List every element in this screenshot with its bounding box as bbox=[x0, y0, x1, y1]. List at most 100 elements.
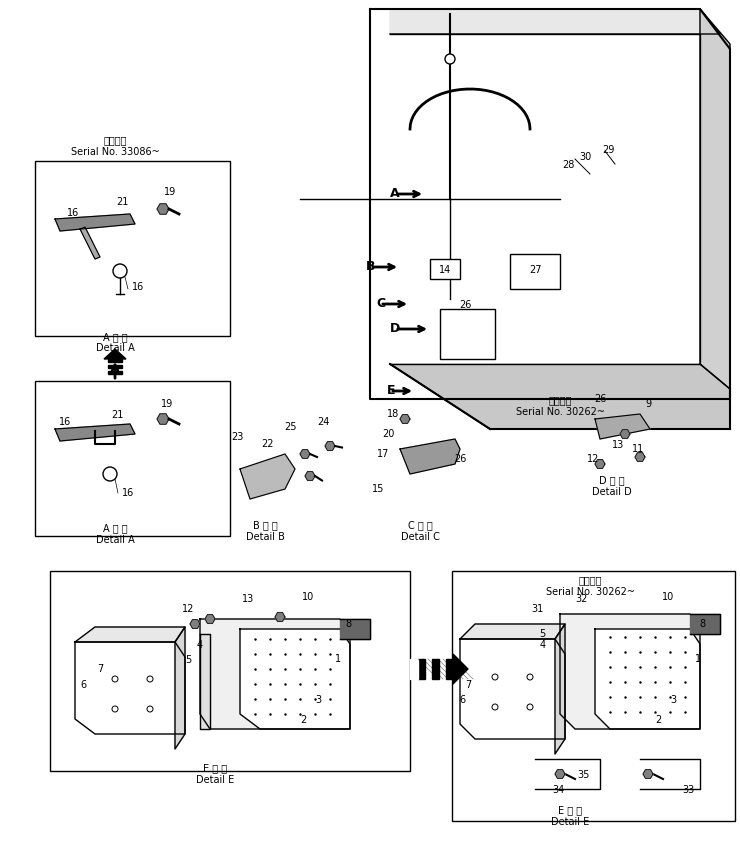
Text: 19: 19 bbox=[164, 187, 176, 197]
Text: 7: 7 bbox=[465, 679, 471, 690]
Polygon shape bbox=[690, 614, 720, 634]
Text: 25: 25 bbox=[283, 421, 296, 431]
Text: 適用号機: 適用号機 bbox=[104, 135, 127, 145]
Text: Detail A: Detail A bbox=[95, 343, 135, 353]
Text: D 詳 細: D 詳 細 bbox=[599, 474, 625, 484]
Text: 5: 5 bbox=[539, 628, 545, 638]
Bar bbox=[440, 310, 495, 360]
Text: Detail C: Detail C bbox=[400, 532, 440, 541]
Polygon shape bbox=[410, 659, 418, 679]
Text: 10: 10 bbox=[662, 592, 674, 601]
Text: 23: 23 bbox=[231, 431, 243, 441]
Text: 29: 29 bbox=[602, 145, 614, 154]
Circle shape bbox=[147, 676, 153, 682]
Text: 6: 6 bbox=[80, 679, 86, 690]
Circle shape bbox=[527, 674, 533, 680]
Text: A 詳 細: A 詳 細 bbox=[103, 522, 127, 533]
Polygon shape bbox=[80, 228, 100, 260]
Text: 10: 10 bbox=[302, 592, 314, 601]
Text: E: E bbox=[386, 383, 395, 396]
Polygon shape bbox=[560, 614, 700, 729]
Text: 34: 34 bbox=[552, 784, 564, 794]
Polygon shape bbox=[108, 371, 122, 375]
Text: B: B bbox=[366, 259, 375, 272]
Text: 2: 2 bbox=[300, 714, 306, 724]
Text: A 詳 細: A 詳 細 bbox=[103, 332, 127, 342]
Text: Detail E: Detail E bbox=[551, 816, 589, 826]
Text: 32: 32 bbox=[576, 593, 588, 603]
Polygon shape bbox=[555, 770, 565, 778]
Text: Detail A: Detail A bbox=[95, 534, 135, 544]
Polygon shape bbox=[460, 625, 565, 639]
Polygon shape bbox=[400, 415, 410, 424]
Polygon shape bbox=[300, 450, 310, 459]
Text: D: D bbox=[390, 321, 400, 334]
Polygon shape bbox=[432, 659, 439, 679]
Polygon shape bbox=[205, 615, 215, 624]
Polygon shape bbox=[700, 10, 730, 390]
Text: 13: 13 bbox=[242, 593, 254, 603]
Text: 33: 33 bbox=[682, 784, 694, 794]
Polygon shape bbox=[200, 619, 350, 729]
Text: 16: 16 bbox=[132, 282, 144, 292]
Text: A: A bbox=[391, 187, 400, 199]
Polygon shape bbox=[390, 365, 730, 430]
Polygon shape bbox=[635, 453, 645, 462]
Text: 18: 18 bbox=[387, 408, 399, 419]
Text: E 詳 細: E 詳 細 bbox=[203, 762, 227, 772]
Circle shape bbox=[492, 704, 498, 710]
Text: 2: 2 bbox=[655, 714, 661, 724]
Text: 7: 7 bbox=[97, 663, 103, 674]
Text: 3: 3 bbox=[670, 694, 676, 704]
Bar bbox=[50, 571, 410, 771]
Text: 6: 6 bbox=[459, 694, 465, 704]
Polygon shape bbox=[418, 659, 425, 679]
Text: 12: 12 bbox=[587, 453, 599, 463]
Text: 30: 30 bbox=[579, 152, 591, 162]
Polygon shape bbox=[190, 620, 200, 629]
Polygon shape bbox=[175, 627, 185, 749]
Text: 1: 1 bbox=[695, 653, 701, 663]
Polygon shape bbox=[157, 204, 169, 215]
Polygon shape bbox=[400, 440, 460, 474]
Polygon shape bbox=[595, 630, 700, 729]
Text: 16: 16 bbox=[122, 488, 134, 497]
Text: 16: 16 bbox=[67, 208, 79, 218]
Polygon shape bbox=[325, 442, 335, 451]
Polygon shape bbox=[75, 627, 185, 642]
Circle shape bbox=[112, 676, 118, 682]
Polygon shape bbox=[108, 360, 122, 363]
Polygon shape bbox=[275, 613, 285, 621]
Bar bbox=[452, 571, 735, 821]
Text: 4: 4 bbox=[197, 639, 203, 649]
Text: B 詳 細: B 詳 細 bbox=[252, 519, 278, 529]
Text: 適用号機: 適用号機 bbox=[578, 574, 602, 584]
Text: 26: 26 bbox=[593, 393, 606, 403]
Polygon shape bbox=[104, 349, 126, 360]
Text: 12: 12 bbox=[182, 603, 194, 614]
Polygon shape bbox=[240, 630, 350, 729]
Text: Detail E: Detail E bbox=[196, 774, 234, 784]
Circle shape bbox=[112, 706, 118, 712]
Text: 28: 28 bbox=[562, 160, 574, 170]
Text: 4: 4 bbox=[540, 639, 546, 649]
Bar bbox=[510, 255, 560, 289]
Text: 21: 21 bbox=[111, 409, 123, 419]
Bar bbox=[35, 381, 230, 537]
Text: 19: 19 bbox=[161, 398, 173, 408]
Polygon shape bbox=[643, 770, 653, 778]
Polygon shape bbox=[157, 414, 169, 425]
Circle shape bbox=[147, 706, 153, 712]
Polygon shape bbox=[595, 414, 650, 440]
Text: 8: 8 bbox=[345, 619, 351, 628]
Polygon shape bbox=[555, 625, 565, 754]
Text: 21: 21 bbox=[116, 197, 128, 207]
Polygon shape bbox=[55, 425, 135, 441]
Polygon shape bbox=[200, 634, 210, 729]
Polygon shape bbox=[75, 642, 185, 734]
Text: 20: 20 bbox=[382, 429, 394, 439]
Text: Serial No. 30262~: Serial No. 30262~ bbox=[516, 407, 605, 416]
Polygon shape bbox=[460, 639, 565, 739]
Text: 8: 8 bbox=[699, 619, 705, 628]
Polygon shape bbox=[446, 659, 453, 679]
